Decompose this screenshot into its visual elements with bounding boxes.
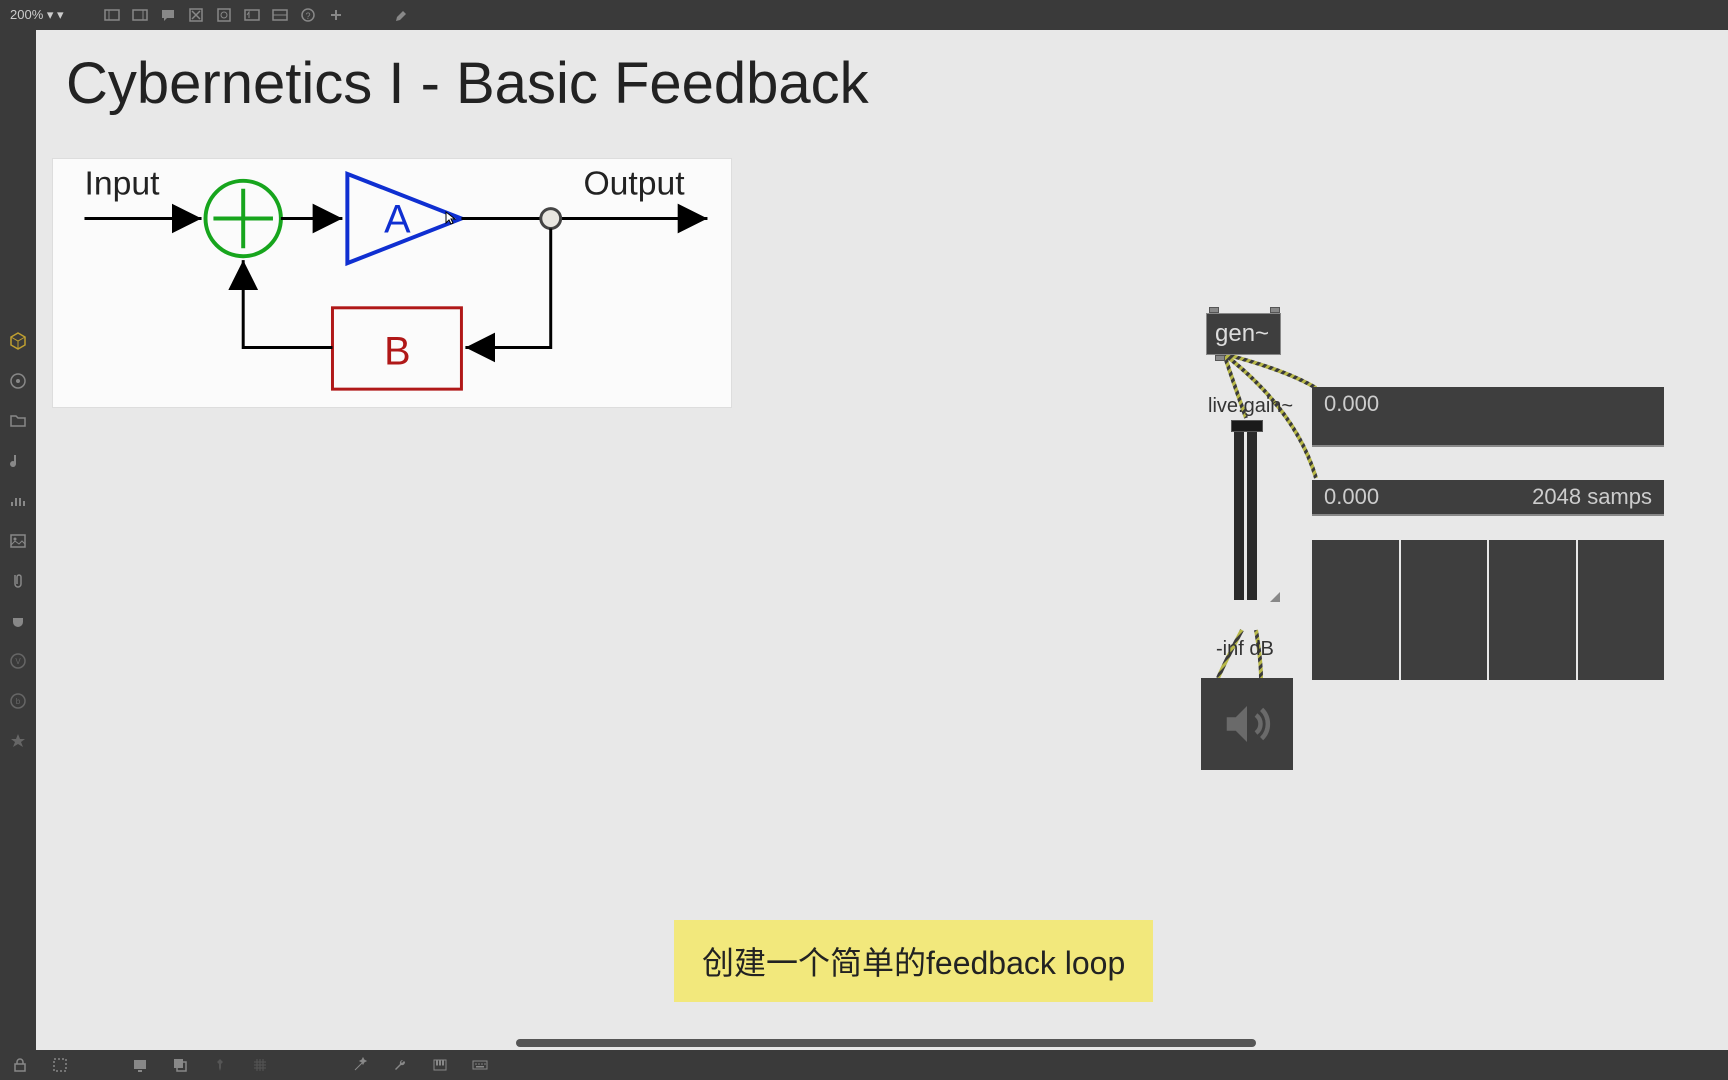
gen-inlets: [1207, 307, 1282, 313]
zoom-value: 200%: [10, 7, 43, 22]
diagram-input-label: Input: [84, 165, 160, 203]
paint-icon[interactable]: [392, 5, 412, 25]
svg-text:V: V: [15, 657, 21, 666]
panel-cell[interactable]: [1489, 540, 1576, 680]
clip-icon[interactable]: [7, 570, 29, 592]
number-value-left: 0.000: [1324, 484, 1379, 510]
panel-cell[interactable]: [1401, 540, 1488, 680]
cube-icon[interactable]: [7, 330, 29, 352]
folder-icon[interactable]: [7, 410, 29, 432]
plug-icon[interactable]: [7, 610, 29, 632]
wand-icon[interactable]: [350, 1055, 370, 1075]
note-icon[interactable]: [7, 450, 29, 472]
gain-slider-handle[interactable]: [1231, 420, 1263, 432]
feedback-diagram[interactable]: Input A Output B: [52, 158, 732, 408]
page-title: Cybernetics I - Basic Feedback: [66, 50, 869, 117]
image-icon[interactable]: [7, 530, 29, 552]
circle-b-icon[interactable]: b: [7, 690, 29, 712]
outlet[interactable]: [1215, 355, 1225, 361]
svg-text:?: ?: [305, 11, 310, 21]
ezdac-speaker[interactable]: [1201, 678, 1293, 770]
help-icon[interactable]: ?: [298, 5, 318, 25]
speaker-icon: [1220, 697, 1274, 751]
toggle-icon[interactable]: [186, 5, 206, 25]
meter-peak-indicator: [1270, 592, 1280, 602]
top-toolbar: 200% ▾ ?: [0, 0, 1728, 30]
subtitle-caption: 创建一个简单的feedback loop: [674, 920, 1153, 1002]
star-icon[interactable]: [7, 730, 29, 752]
bang-icon[interactable]: [214, 5, 234, 25]
inlet[interactable]: [1270, 307, 1280, 313]
inlet[interactable]: [1209, 307, 1219, 313]
live-gain-meter[interactable]: [1234, 420, 1274, 630]
comment-icon[interactable]: [158, 5, 178, 25]
diagram-output-label: Output: [583, 165, 685, 203]
target-icon[interactable]: [7, 370, 29, 392]
gain-value: -inf dB: [1216, 638, 1274, 661]
zoom-selector[interactable]: 200% ▾: [6, 5, 68, 25]
diagram-amplifier-label: A: [384, 197, 411, 241]
number-box-2[interactable]: 0.000 2048 samps: [1312, 480, 1664, 516]
left-sidebar: V b: [0, 30, 36, 1050]
patcher-canvas[interactable]: Cybernetics I - Basic Feedback Input A: [36, 30, 1728, 1050]
layers-icon[interactable]: [170, 1055, 190, 1075]
number-box-1[interactable]: 0.000: [1312, 387, 1664, 447]
lock-icon[interactable]: [10, 1055, 30, 1075]
panel-cell[interactable]: [1578, 540, 1665, 680]
gen-object-text: gen~: [1215, 320, 1269, 348]
flonum-icon[interactable]: [270, 5, 290, 25]
grid-icon[interactable]: [250, 1055, 270, 1075]
panel-cell[interactable]: [1312, 540, 1399, 680]
bottom-toolbar: [0, 1050, 1728, 1080]
meter-bar-left: [1234, 420, 1244, 600]
diagram-svg: Input A Output B: [53, 159, 731, 407]
horizontal-scrollbar[interactable]: [516, 1039, 1256, 1047]
new-object-icon[interactable]: [102, 5, 122, 25]
add-icon[interactable]: [326, 5, 346, 25]
cursor-icon: [444, 210, 460, 226]
new-message-icon[interactable]: [130, 5, 150, 25]
diagram-feedback-label: B: [384, 329, 410, 373]
presentation-icon[interactable]: [130, 1055, 150, 1075]
piano-icon[interactable]: [430, 1055, 450, 1075]
diagram-tap-node: [541, 209, 561, 229]
equalizer-icon[interactable]: [7, 490, 29, 512]
wrench-icon[interactable]: [390, 1055, 410, 1075]
number-icon[interactable]: [242, 5, 262, 25]
meter-bar-right: [1247, 420, 1257, 600]
svg-text:b: b: [16, 697, 21, 706]
gen-tilde-object[interactable]: gen~: [1206, 313, 1281, 355]
selection-icon[interactable]: [50, 1055, 70, 1075]
pin-icon[interactable]: [210, 1055, 230, 1075]
circle-v-icon[interactable]: V: [7, 650, 29, 672]
live-gain-label: live.gain~: [1208, 395, 1293, 418]
keyboard-icon[interactable]: [470, 1055, 490, 1075]
number-value-right: 2048 samps: [1532, 484, 1652, 510]
number-value: 0.000: [1324, 391, 1379, 437]
scope-panel[interactable]: [1312, 540, 1664, 680]
